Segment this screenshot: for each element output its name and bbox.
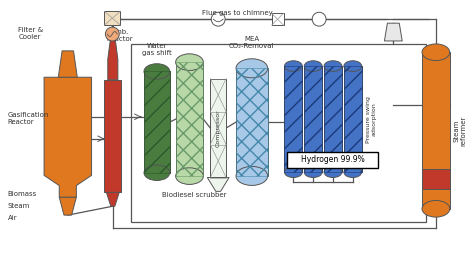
Ellipse shape — [422, 200, 450, 217]
Polygon shape — [207, 178, 229, 191]
Polygon shape — [59, 197, 76, 215]
Bar — [144, 72, 170, 173]
Text: Steam: Steam — [8, 203, 30, 209]
Text: Water
gas shift: Water gas shift — [142, 43, 172, 56]
Text: Compressor: Compressor — [216, 109, 221, 147]
Polygon shape — [108, 36, 118, 80]
Ellipse shape — [176, 54, 203, 70]
Text: Filter &
Cooler: Filter & Cooler — [18, 27, 44, 39]
Bar — [176, 62, 203, 176]
Bar — [304, 66, 322, 172]
Text: Comb.
Reactor: Comb. Reactor — [106, 28, 133, 42]
Text: Air: Air — [8, 215, 17, 221]
Bar — [272, 13, 283, 25]
Ellipse shape — [324, 61, 342, 72]
Ellipse shape — [284, 167, 302, 178]
Bar — [284, 66, 302, 172]
Ellipse shape — [236, 59, 268, 78]
Circle shape — [105, 27, 119, 41]
Ellipse shape — [144, 64, 170, 79]
Polygon shape — [384, 23, 402, 41]
Ellipse shape — [422, 44, 450, 60]
Bar — [104, 11, 120, 25]
Circle shape — [211, 12, 225, 26]
Polygon shape — [58, 51, 77, 77]
Bar — [304, 66, 322, 172]
Bar — [422, 169, 450, 189]
Polygon shape — [44, 77, 91, 197]
Text: Pressure swing
adsorption: Pressure swing adsorption — [366, 96, 377, 143]
Bar — [210, 79, 226, 178]
Ellipse shape — [176, 168, 203, 184]
Circle shape — [312, 12, 326, 26]
Text: MEA
CO₂-Removal: MEA CO₂-Removal — [229, 36, 274, 49]
Bar — [344, 66, 362, 172]
Ellipse shape — [304, 61, 322, 72]
Ellipse shape — [344, 61, 362, 72]
Bar — [144, 72, 170, 173]
Bar — [176, 62, 203, 176]
Bar — [236, 68, 268, 176]
Bar — [344, 66, 362, 172]
Text: Biodiesel scrubber: Biodiesel scrubber — [162, 192, 227, 198]
Ellipse shape — [144, 165, 170, 180]
Ellipse shape — [324, 167, 342, 178]
Bar — [422, 52, 450, 209]
Text: Biomass: Biomass — [8, 191, 36, 197]
Bar — [324, 66, 342, 172]
Ellipse shape — [304, 167, 322, 178]
Text: Gasification
Reactor: Gasification Reactor — [8, 112, 49, 125]
Bar — [324, 66, 342, 172]
Ellipse shape — [236, 166, 268, 185]
Bar — [236, 68, 268, 176]
Text: Flue gas to chimney: Flue gas to chimney — [201, 10, 273, 16]
Text: Hydrogen 99.9%: Hydrogen 99.9% — [301, 155, 365, 164]
Text: Steam
reformer: Steam reformer — [453, 115, 466, 146]
Bar — [104, 80, 121, 192]
Bar — [287, 152, 379, 168]
Ellipse shape — [344, 167, 362, 178]
Bar — [284, 66, 302, 172]
Bar — [131, 44, 426, 222]
Polygon shape — [106, 192, 119, 206]
Ellipse shape — [284, 61, 302, 72]
